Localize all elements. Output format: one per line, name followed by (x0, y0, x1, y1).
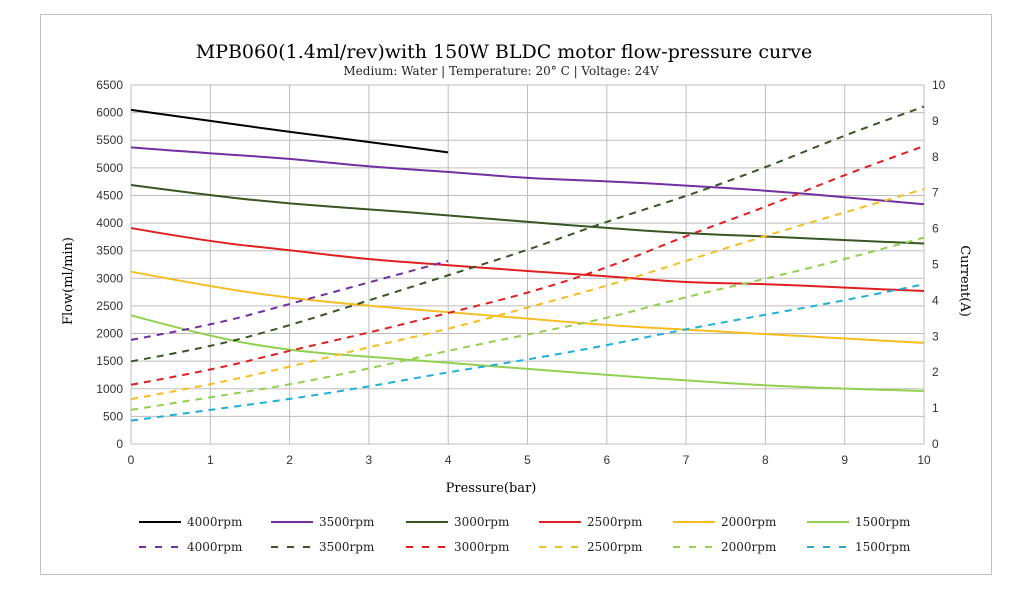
series-line-flow-1500rpm (130, 314, 925, 392)
y2-tick-label: 7 (932, 186, 939, 200)
y2-tick-label: 5 (932, 258, 939, 272)
y-tick-label: 2500 (96, 299, 123, 313)
legend: 4000rpm 3500rpm 3000rpm 2500rpm 2000rpm 1500r… (139, 515, 911, 554)
y-tick-label: 4000 (96, 216, 123, 230)
x-tick-label: 1 (207, 453, 214, 467)
x-tick-label: 9 (841, 453, 848, 467)
series-line-current-2500rpm (130, 188, 925, 401)
legend-label-current: 4000rpm (187, 540, 243, 554)
y-tick-label: 2000 (96, 327, 123, 341)
y2-tick-label: 1 (932, 401, 939, 415)
series-line-current-2000rpm (130, 236, 925, 411)
legend-label-flow: 2500rpm (587, 515, 643, 529)
y-tick-label: 5500 (96, 133, 123, 147)
series-line-current-3500rpm (130, 105, 925, 363)
series-line-current-4000rpm (130, 259, 449, 341)
series-line-current-3000rpm (130, 145, 925, 386)
y2-axis-title: Current(A) (957, 245, 972, 317)
series-line-flow-4000rpm (130, 108, 449, 154)
grid (130, 84, 925, 445)
x-tick-label: 7 (683, 453, 690, 467)
y2-tick-label: 3 (932, 329, 939, 343)
legend-label-flow: 3000rpm (454, 515, 510, 529)
series-lines (130, 105, 925, 422)
legend-label-current: 3500rpm (319, 540, 375, 554)
flow-pressure-chart: MPB060(1.4ml/rev)with 150W BLDC motor fl… (61, 41, 972, 554)
x-tick-label: 8 (762, 453, 769, 467)
series-line-flow-2000rpm (130, 270, 925, 344)
x-tick-label: 0 (128, 453, 135, 467)
x-tick-label: 3 (366, 453, 373, 467)
x-axis-title: Pressure(bar) (446, 481, 537, 496)
y-tick-label: 5000 (96, 161, 123, 175)
legend-label-flow: 2000rpm (721, 515, 777, 529)
chart-frame: MPB060(1.4ml/rev)with 150W BLDC motor fl… (40, 14, 992, 575)
y-tick-label: 3500 (96, 244, 123, 258)
y-tick-label: 3000 (96, 271, 123, 285)
chart-title: MPB060(1.4ml/rev)with 150W BLDC motor fl… (196, 41, 813, 63)
y-tick-label: 6000 (96, 106, 123, 120)
y-tick-label: 4500 (96, 188, 123, 202)
x-tick-label: 5 (524, 453, 531, 467)
legend-label-current: 3000rpm (454, 540, 510, 554)
x-tick-label: 4 (445, 453, 452, 467)
x-tick-label: 2 (286, 453, 293, 467)
legend-label-flow: 3500rpm (319, 515, 375, 529)
y-tick-label: 6500 (96, 78, 123, 92)
y2-tick-label: 9 (932, 114, 939, 128)
legend-label-current: 2500rpm (587, 540, 643, 554)
series-line-flow-2500rpm (130, 227, 925, 293)
y2-tick-label: 4 (932, 293, 939, 307)
legend-label-flow: 1500rpm (855, 515, 911, 529)
series-line-current-1500rpm (130, 283, 925, 422)
y-tick-label: 0 (116, 437, 123, 451)
legend-label-current: 1500rpm (855, 540, 911, 554)
legend-label-flow: 4000rpm (187, 515, 243, 529)
y2-tick-label: 10 (932, 78, 946, 92)
series-line-flow-3500rpm (130, 146, 925, 206)
x-tick-label: 6 (603, 453, 610, 467)
y-tick-label: 500 (103, 409, 123, 423)
y2-tick-label: 0 (932, 437, 939, 451)
y2-tick-label: 2 (932, 365, 939, 379)
y-tick-label: 1000 (96, 382, 123, 396)
series-line-flow-3000rpm (130, 183, 925, 245)
legend-label-current: 2000rpm (721, 540, 777, 554)
chart-subtitle: Medium: Water | Temperature: 20° C | Vol… (343, 64, 659, 78)
axes: 0500100015002000250030003500400045005000… (96, 78, 945, 467)
x-tick-label: 10 (917, 453, 931, 467)
y2-tick-label: 6 (932, 222, 939, 236)
y2-tick-label: 8 (932, 150, 939, 164)
y-tick-label: 1500 (96, 354, 123, 368)
y-axis-title: Flow(ml/min) (61, 237, 76, 325)
